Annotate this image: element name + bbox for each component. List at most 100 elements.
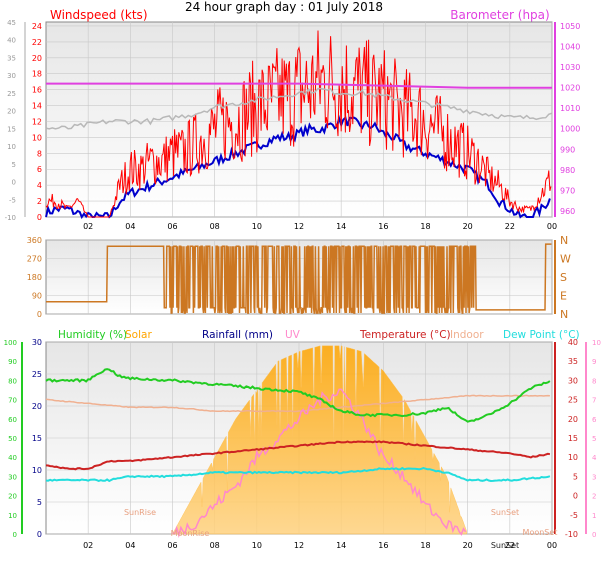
temp-x-tick-label: 18 <box>420 541 430 550</box>
wind-left-tick-label: 20 <box>32 54 42 63</box>
wind-x-tick-label: 02 <box>83 222 93 231</box>
wind-right-tick-label: 970 <box>560 186 575 195</box>
wind-x-tick-label: 08 <box>210 222 220 231</box>
temp-x-tick-label: 10 <box>252 541 262 550</box>
wind-x-tick-label: 16 <box>378 222 388 231</box>
temp-x-tick-label: 16 <box>378 541 388 550</box>
annotation-label: SunRise <box>124 508 156 517</box>
dewpoint-series-line <box>45 466 551 483</box>
wind-x-tick-label: 20 <box>463 222 473 231</box>
legend-entry: Temperature (°C) <box>359 329 451 341</box>
humidity-tick-label: 30 <box>8 473 17 481</box>
temp-x-tick-label: 00 <box>547 541 557 550</box>
temp-tick-label: -10 <box>565 530 578 539</box>
humidity-tick-label: 60 <box>8 416 17 424</box>
wind-far-left-tick-label: 5 <box>12 161 16 169</box>
temp-x-tick-label: 02 <box>83 541 93 550</box>
wind-left-tick-label: 12 <box>32 117 42 126</box>
uv-tick-label: 4 <box>592 454 597 462</box>
wind-right-tick-label: 1000 <box>560 125 580 134</box>
temp-tick-label: 15 <box>568 434 578 443</box>
gray-series-line <box>45 87 553 130</box>
wind-far-left-tick-label: 45 <box>7 19 16 27</box>
wind-left-tick-label: 6 <box>37 165 42 174</box>
windspeed-series-line <box>45 114 551 220</box>
wind-far-left-tick-label: -5 <box>9 196 16 204</box>
wind-far-left-tick-label: 0 <box>12 179 16 187</box>
annotation-label: SunSet <box>491 541 519 550</box>
rain-tick-label: 10 <box>32 466 42 475</box>
uv-tick-label: 7 <box>592 397 596 405</box>
annotation-label: SunSet <box>491 508 519 517</box>
wind-left-tick-label: 0 <box>37 213 42 222</box>
rain-tick-label: 25 <box>32 370 42 379</box>
uv-tick-label: 9 <box>592 358 596 366</box>
humidity-tick-label: 100 <box>4 339 17 347</box>
uv-tick-label: 5 <box>592 435 596 443</box>
wind-x-tick-label: 04 <box>125 222 135 231</box>
humidity-tick-label: 10 <box>8 512 17 520</box>
wind-left-tick-label: 8 <box>37 149 42 158</box>
wind-right-tick-label: 1030 <box>560 63 580 72</box>
rain-tick-label: 0 <box>37 530 42 539</box>
temp-x-tick-label: 04 <box>125 541 135 550</box>
temp-tick-label: 25 <box>568 396 578 405</box>
rain-tick-label: 5 <box>37 498 42 507</box>
rain-tick-label: 15 <box>32 434 42 443</box>
dir-right-label: E <box>560 290 567 303</box>
dir-right-label: S <box>560 271 567 284</box>
uv-series-line <box>172 388 467 538</box>
humidity-tick-label: 40 <box>8 454 17 462</box>
wind-left-axis-title: Windspeed (kts) <box>50 8 148 22</box>
temp-tick-label: 0 <box>573 492 578 501</box>
dir-left-tick-label: 360 <box>27 236 42 245</box>
indoor-series-line <box>45 394 550 413</box>
temp-x-tick-label: 14 <box>336 541 346 550</box>
humidity-series-line <box>45 368 551 423</box>
uv-tick-label: 0 <box>592 531 596 539</box>
humidity-tick-label: 80 <box>8 377 17 385</box>
wind-far-left-tick-label: -10 <box>5 214 16 222</box>
wind-right-tick-label: 1050 <box>560 22 580 31</box>
dir-right-label: N <box>560 234 568 247</box>
wind-x-tick-label: 12 <box>294 222 304 231</box>
temp-x-tick-label: 06 <box>167 541 177 550</box>
temperature-series-line <box>45 440 551 471</box>
barometer-series-line <box>46 82 552 89</box>
wind-right-tick-label: 990 <box>560 145 575 154</box>
rain-tick-label: 30 <box>32 338 42 347</box>
wind-x-tick-label: 06 <box>167 222 177 231</box>
legend-entry: Humidity (%) <box>58 329 127 341</box>
wind-x-tick-label: 10 <box>252 222 262 231</box>
temp-tick-label: 20 <box>568 415 578 424</box>
wind-x-tick-label: 22 <box>505 222 515 231</box>
temp-tick-label: 5 <box>573 472 578 481</box>
wind-right-tick-label: 980 <box>560 166 575 175</box>
wind-far-left-tick-label: 20 <box>7 108 16 116</box>
wind-right-tick-label: 1040 <box>560 43 580 52</box>
wind-left-tick-label: 22 <box>32 38 42 47</box>
wind-far-left-tick-label: 40 <box>7 37 16 45</box>
dir-left-tick-label: 90 <box>32 292 42 301</box>
dir-right-label: N <box>560 308 568 321</box>
dir-left-tick-label: 0 <box>37 310 42 319</box>
wind-left-tick-label: 2 <box>37 197 42 206</box>
wind-far-left-tick-label: 35 <box>7 54 16 62</box>
direction-series-line <box>46 243 552 314</box>
humidity-tick-label: 90 <box>8 358 17 366</box>
legend-entry: Rainfall (mm) <box>202 329 273 341</box>
page-title: 24 hour graph day : 01 July 2018 <box>185 0 383 14</box>
legend-entry: Solar <box>125 329 152 341</box>
temp-tick-label: -5 <box>570 511 578 520</box>
wind-left-tick-label: 18 <box>32 70 42 79</box>
uv-tick-label: 10 <box>592 339 601 347</box>
wind-x-tick-label: 18 <box>420 222 430 231</box>
rain-tick-label: 20 <box>32 402 42 411</box>
wind-x-tick-label: 00 <box>547 222 557 231</box>
wind-far-left-tick-label: 15 <box>7 125 16 133</box>
temp-tick-label: 40 <box>568 338 578 347</box>
legend-entry: Dew Point (°C) <box>503 329 580 341</box>
temp-x-tick-label: 12 <box>294 541 304 550</box>
wind-far-left-tick-label: 10 <box>7 143 16 151</box>
